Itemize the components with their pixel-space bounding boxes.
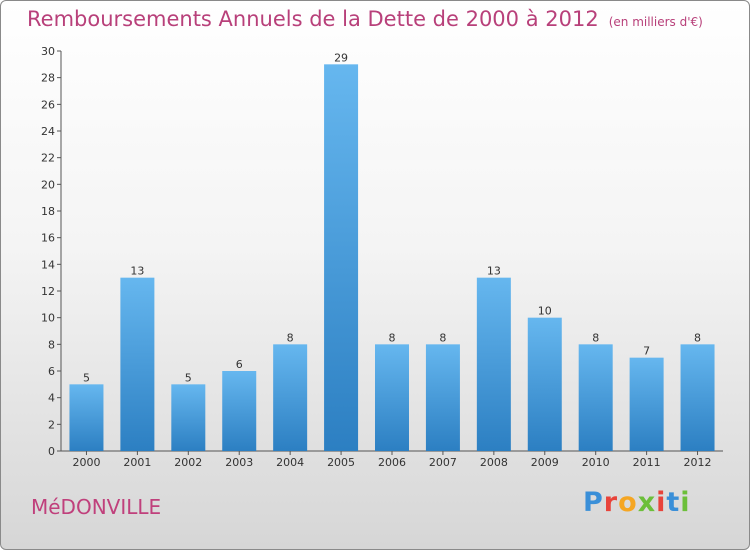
data-label: 13 (487, 265, 501, 278)
y-tick-label: 28 (41, 72, 55, 85)
data-label: 10 (538, 305, 552, 318)
logo-letter: r (603, 487, 619, 518)
y-tick-label: 6 (48, 365, 55, 378)
x-tick-label: 2008 (480, 456, 508, 469)
chart-labels: 2000 5 2001 13 2002 5 2003 6 2004 8 2005 29 2006 8 200… (72, 51, 711, 469)
chart-title-main: Remboursements Annuels de la Dette de 20… (27, 7, 599, 31)
data-label: 8 (389, 331, 396, 344)
logo-letter: x (637, 487, 657, 518)
y-tick-label: 22 (41, 152, 55, 165)
chart-unit: (en milliers d'€) (608, 15, 703, 29)
x-tick-label: 2002 (174, 456, 202, 469)
y-tick-label: 0 (48, 445, 55, 458)
y-tick-label: 26 (41, 98, 55, 111)
data-label: 13 (130, 265, 144, 278)
bar (69, 384, 104, 451)
data-label: 8 (592, 331, 599, 344)
x-tick-label: 2011 (633, 456, 661, 469)
bar (629, 357, 664, 451)
bar (324, 64, 359, 452)
x-tick-label: 2012 (684, 456, 712, 469)
x-tick-label: 2000 (72, 456, 100, 469)
x-tick-label: 2004 (276, 456, 304, 469)
x-tick-label: 2010 (582, 456, 610, 469)
y-tick-label: 14 (41, 258, 55, 271)
data-label: 7 (643, 345, 650, 358)
data-label: 5 (185, 371, 192, 384)
x-tick-label: 2007 (429, 456, 457, 469)
data-label: 8 (287, 331, 294, 344)
y-tick-label: 2 (48, 418, 55, 431)
y-tick-label: 12 (41, 285, 55, 298)
y-tick-label: 20 (41, 178, 55, 191)
bar (425, 344, 460, 451)
x-tick-label: 2003 (225, 456, 253, 469)
bar (273, 344, 308, 451)
chart-title: Remboursements Annuels de la Dette de 20… (27, 7, 703, 31)
logo-letter: o (618, 487, 638, 518)
bar (578, 344, 613, 451)
x-tick-label: 2006 (378, 456, 406, 469)
logo-letter: i (656, 487, 667, 518)
y-tick-label: 10 (41, 312, 55, 325)
bar (222, 371, 257, 451)
bar (171, 384, 206, 451)
x-tick-label: 2001 (123, 456, 151, 469)
logo-letter: t (666, 487, 681, 518)
bar (476, 277, 511, 451)
y-tick-label: 16 (41, 232, 55, 245)
city-name: MéDONVILLE (31, 495, 162, 519)
logo-letter: i (680, 487, 691, 518)
chart-bars (69, 64, 715, 452)
x-tick-label: 2009 (531, 456, 559, 469)
data-label: 5 (83, 371, 90, 384)
proxiti-logo: Proxiti (583, 487, 691, 518)
data-label: 6 (236, 358, 243, 371)
y-tick-label: 8 (48, 338, 55, 351)
bar (527, 317, 562, 451)
data-label: 8 (439, 331, 446, 344)
data-label: 29 (334, 51, 348, 64)
y-tick-label: 4 (48, 392, 55, 405)
bar (680, 344, 715, 451)
y-tick-label: 24 (41, 125, 55, 138)
logo-letter: P (583, 487, 604, 518)
y-tick-label: 18 (41, 205, 55, 218)
bar (375, 344, 409, 451)
x-tick-label: 2005 (327, 456, 355, 469)
y-tick-label: 30 (41, 45, 55, 58)
data-label: 8 (694, 331, 701, 344)
bar (120, 277, 155, 451)
